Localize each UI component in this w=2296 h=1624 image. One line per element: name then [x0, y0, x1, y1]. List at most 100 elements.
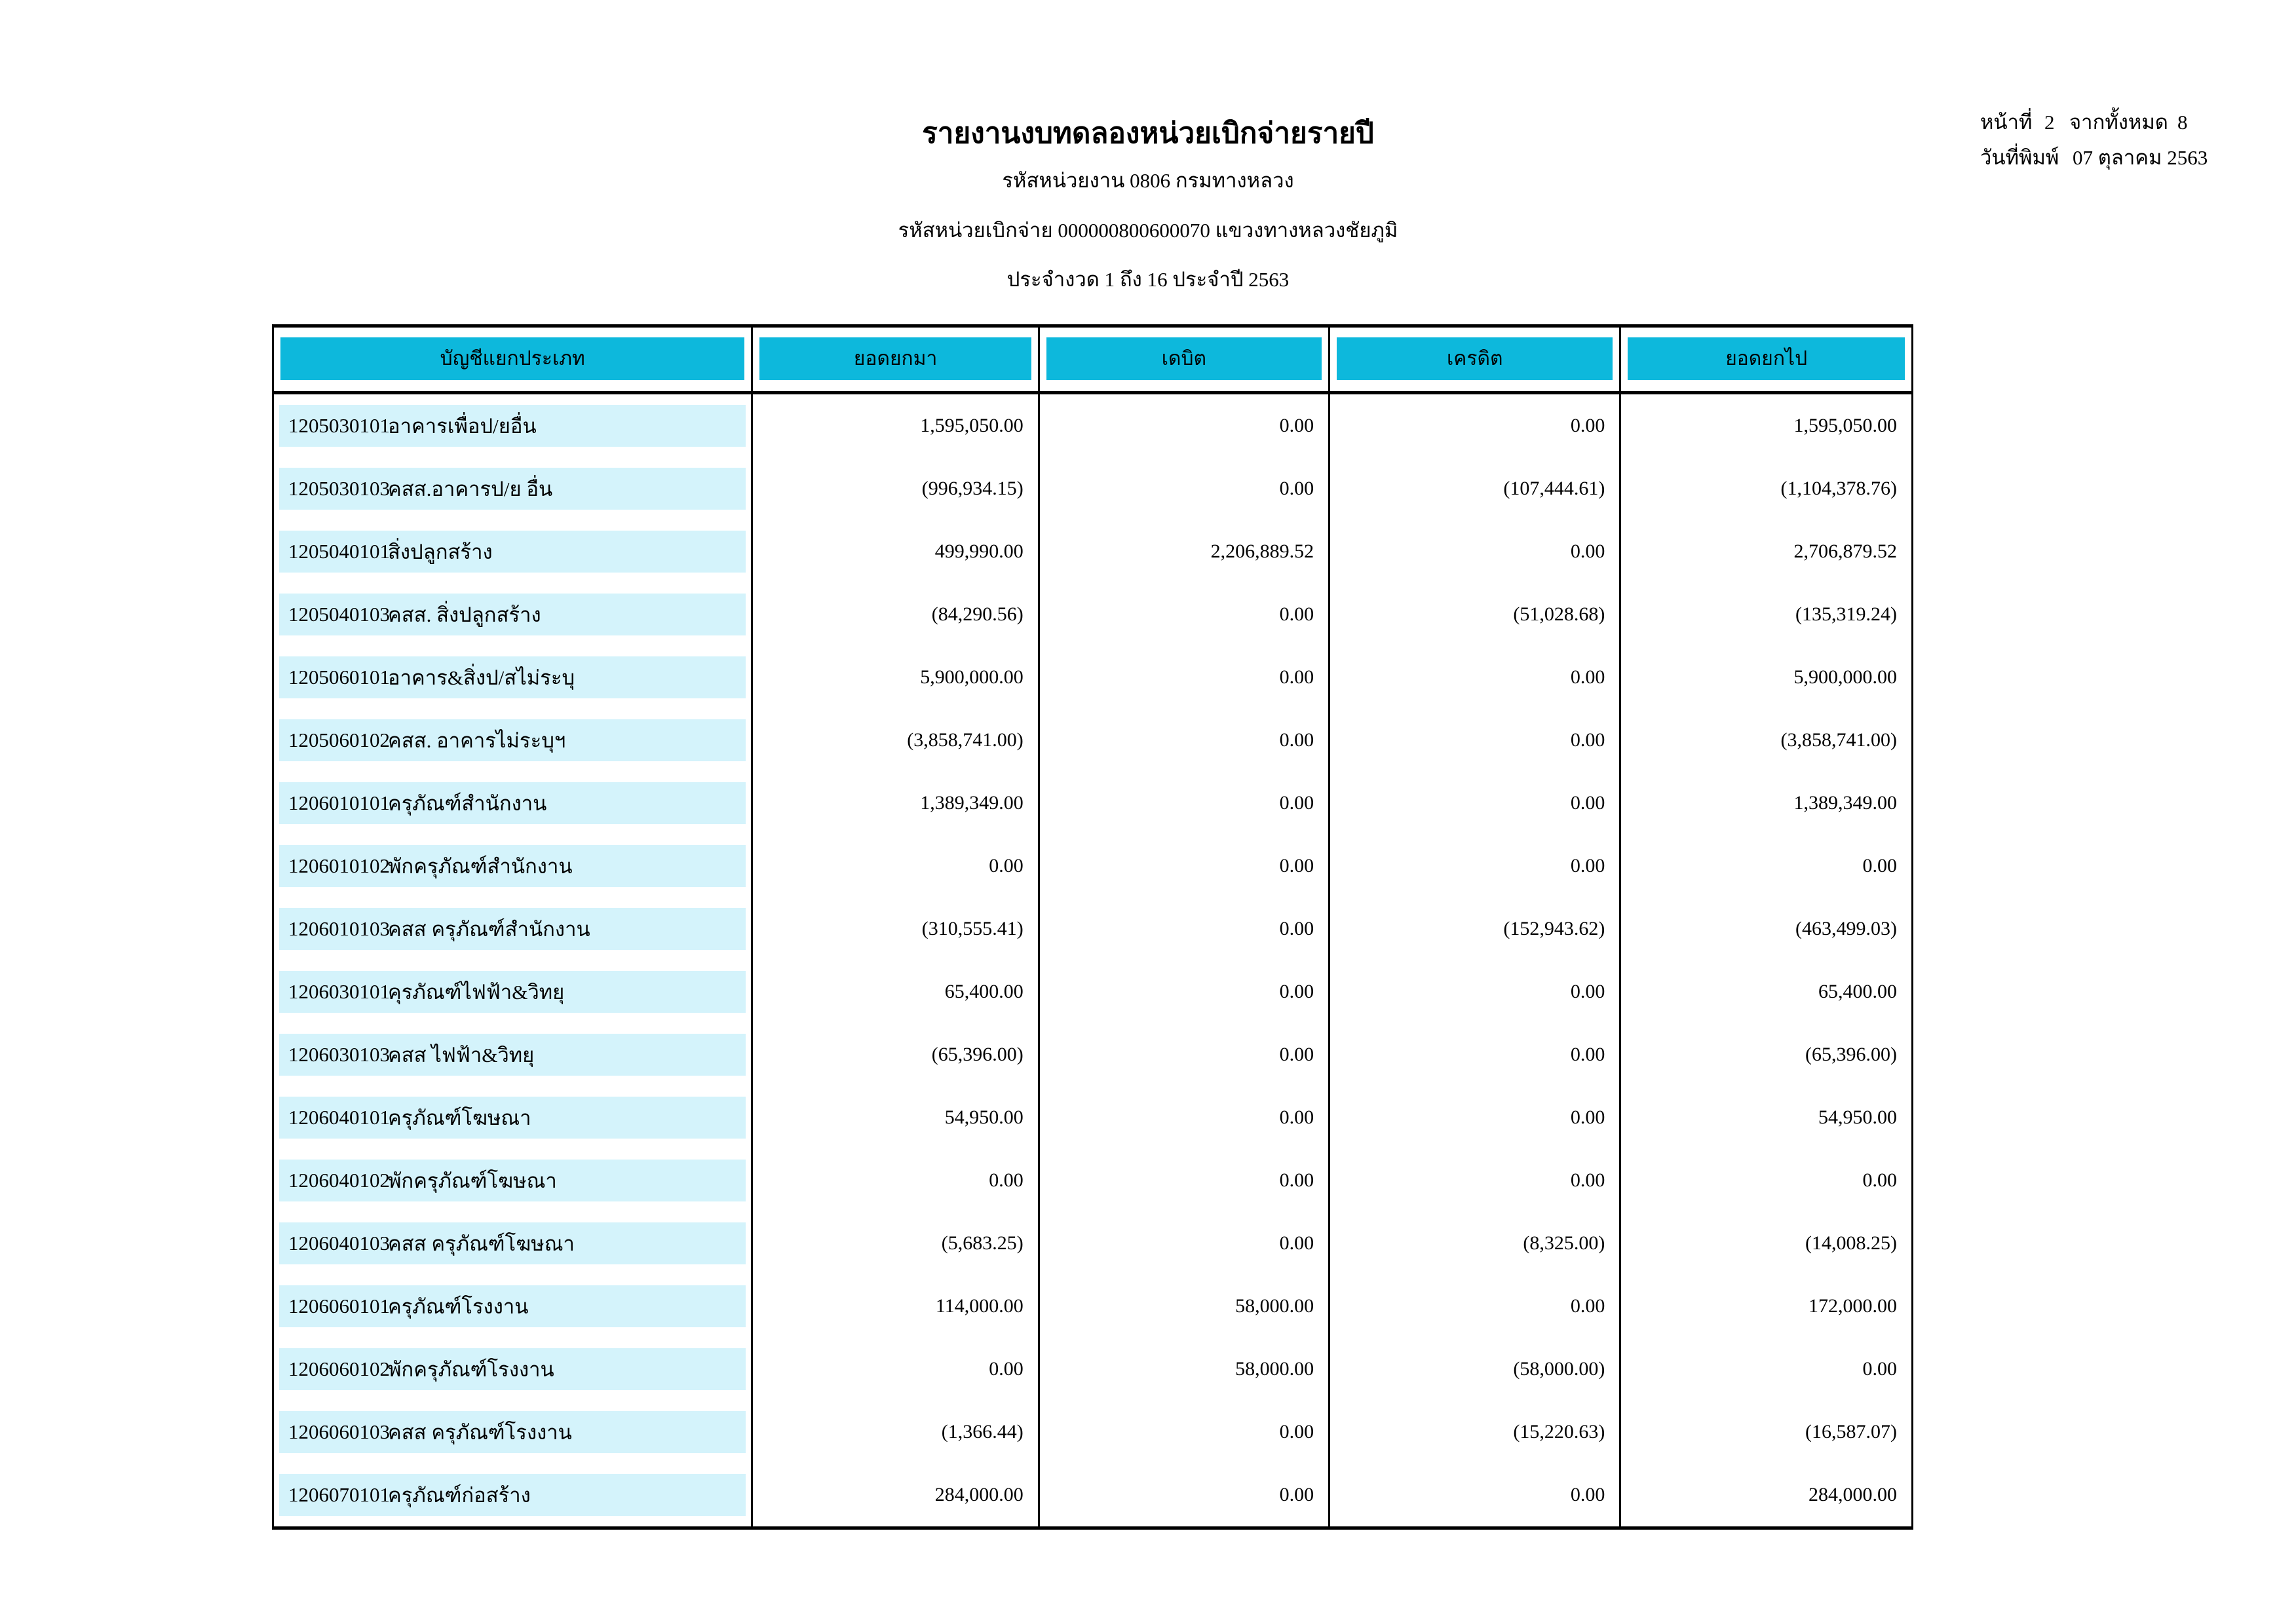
credit-value: (58,000.00) [1513, 1358, 1605, 1380]
credit-value: 0.00 [1570, 1295, 1605, 1317]
closing-balance-cell: 0.00 [1619, 1338, 1911, 1401]
closing-balance-cell: (65,396.00) [1619, 1023, 1911, 1086]
credit-value: (107,444.61) [1503, 478, 1605, 499]
credit-cell: 0.00 [1328, 394, 1619, 457]
account-cell: 1206070101 ครุภัณฑ์ก่อสร้าง [274, 1463, 751, 1526]
trial-balance-table: บัญชีแยกประเภท ยอดยกมา เดบิต เครดิต ยอดย… [272, 324, 1913, 1530]
credit-cell: 0.00 [1328, 709, 1619, 772]
opening-balance-cell: (1,366.44) [751, 1401, 1037, 1463]
opening-balance-cell: (5,683.25) [751, 1212, 1037, 1275]
closing-balance-cell: 0.00 [1619, 835, 1911, 897]
opening-balance-value: 114,000.00 [935, 1295, 1024, 1317]
table-row: 1205060102 คสส. อาคารไม่ระบุฯ (3,858,741… [274, 709, 1911, 772]
credit-value: 0.00 [1570, 855, 1605, 877]
total-pages-value: 8 [2177, 111, 2188, 134]
opening-balance-cell: 0.00 [751, 1149, 1037, 1212]
opening-balance-cell: 284,000.00 [751, 1463, 1037, 1526]
account-name: คสส. อาคารไม่ระบุฯ [388, 729, 566, 752]
debit-cell: 0.00 [1037, 457, 1328, 520]
credit-cell: 0.00 [1328, 1275, 1619, 1338]
debit-value: 0.00 [1279, 729, 1314, 751]
table-row: 1206040103 คสส ครุภัณฑ์โฆษณา (5,683.25) … [274, 1212, 1911, 1275]
opening-balance-value: 65,400.00 [944, 981, 1024, 1002]
print-date-line: วันที่พิมพ์ 07 ตุลาคม 2563 [1980, 140, 2208, 176]
account-cell: 1205040101 สิ่งปลูกสร้าง [274, 520, 751, 583]
debit-value: 0.00 [1279, 478, 1314, 499]
debit-cell: 0.00 [1037, 1212, 1328, 1275]
account-name: คสส. สิ่งปลูกสร้าง [388, 603, 541, 626]
credit-value: (51,028.68) [1513, 603, 1605, 625]
credit-value: 0.00 [1570, 1106, 1605, 1128]
column-header-opening-balance: ยอดยกมา [759, 337, 1031, 380]
closing-balance-value: 172,000.00 [1808, 1295, 1897, 1317]
account-band: 1206060103 คสส ครุภัณฑ์โรงงาน [279, 1411, 746, 1453]
account-cell: 1205040103 คสส. สิ่งปลูกสร้าง [274, 583, 751, 646]
table-row: 1206010103 คสส ครุภัณฑ์สำนักงาน (310,555… [274, 897, 1911, 960]
debit-value: 0.00 [1279, 666, 1314, 688]
credit-cell: 0.00 [1328, 960, 1619, 1023]
credit-cell: 0.00 [1328, 772, 1619, 835]
closing-balance-cell: 5,900,000.00 [1619, 646, 1911, 709]
account-band: 1206030103 คสส ไฟฟ้า&วิทยุ [279, 1034, 746, 1076]
account-code: 1206040103 [288, 1232, 390, 1255]
debit-cell: 0.00 [1037, 1086, 1328, 1149]
account-code: 1206060102 [288, 1357, 390, 1380]
credit-cell: (8,325.00) [1328, 1212, 1619, 1275]
account-code: 1206010103 [288, 917, 390, 940]
debit-value: 0.00 [1279, 1106, 1314, 1128]
closing-balance-cell: (1,104,378.76) [1619, 457, 1911, 520]
credit-cell: 0.00 [1328, 1463, 1619, 1526]
account-cell: 1206040101 ครุภัณฑ์โฆษณา [274, 1086, 751, 1149]
account-band: 1206040101 ครุภัณฑ์โฆษณา [279, 1097, 746, 1139]
account-name: คสส.อาคารป/ย อื่น [388, 478, 553, 500]
account-band: 1206060101 ครุภัณฑ์โรงงาน [279, 1285, 746, 1327]
debit-value: 58,000.00 [1235, 1358, 1314, 1380]
opening-balance-cell: (996,934.15) [751, 457, 1037, 520]
opening-balance-cell: 114,000.00 [751, 1275, 1037, 1338]
table-row: 1205060101 อาคาร&สิ่งป/สไม่ระบุ 5,900,00… [274, 646, 1911, 709]
closing-balance-cell: (135,319.24) [1619, 583, 1911, 646]
account-code: 1206030101 [288, 980, 390, 1003]
closing-balance-value: 1,389,349.00 [1793, 792, 1897, 814]
closing-balance-value: 0.00 [1862, 855, 1897, 877]
opening-balance-value: 284,000.00 [934, 1484, 1024, 1505]
debit-cell: 2,206,889.52 [1037, 520, 1328, 583]
debit-value: 0.00 [1279, 1169, 1314, 1191]
credit-value: 0.00 [1570, 540, 1605, 562]
credit-value: 0.00 [1570, 1484, 1605, 1505]
opening-balance-value: 499,990.00 [934, 540, 1024, 562]
opening-balance-cell: (65,396.00) [751, 1023, 1037, 1086]
account-name: สิ่งปลูกสร้าง [388, 540, 493, 563]
column-header-credit: เครดิต [1337, 337, 1613, 380]
account-name: พักครุภัณฑ์โรงงาน [388, 1358, 554, 1381]
account-cell: 1206060102 พักครุภัณฑ์โรงงาน [274, 1338, 751, 1401]
debit-value: 0.00 [1279, 1421, 1314, 1443]
account-code: 1205040101 [288, 540, 390, 563]
opening-balance-cell: 1,389,349.00 [751, 772, 1037, 835]
opening-balance-cell: 1,595,050.00 [751, 394, 1037, 457]
closing-balance-value: (463,499.03) [1795, 918, 1897, 939]
closing-balance-value: 284,000.00 [1808, 1484, 1897, 1505]
opening-balance-value: (1,366.44) [941, 1421, 1024, 1443]
opening-balance-cell: 65,400.00 [751, 960, 1037, 1023]
account-code: 1206060103 [288, 1420, 390, 1443]
credit-value: 0.00 [1570, 1169, 1605, 1191]
period-line: ประจำงวด 1 ถึง 16 ประจำปี 2563 [1006, 268, 1290, 291]
credit-cell: (152,943.62) [1328, 897, 1619, 960]
closing-balance-cell: (3,858,741.00) [1619, 709, 1911, 772]
account-code: 1206030103 [288, 1043, 390, 1066]
opening-balance-value: 0.00 [989, 1358, 1024, 1380]
account-cell: 1206060103 คสส ครุภัณฑ์โรงงาน [274, 1401, 751, 1463]
opening-balance-value: 0.00 [989, 855, 1024, 877]
account-cell: 1206030101 คุรภัณฑ์ไฟฟ้า&วิทยุ [274, 960, 751, 1023]
debit-cell: 0.00 [1037, 394, 1328, 457]
account-band: 1206070101 ครุภัณฑ์ก่อสร้าง [279, 1474, 746, 1516]
account-name: ครุภัณฑ์ก่อสร้าง [388, 1484, 531, 1507]
account-band: 1205060101 อาคาร&สิ่งป/สไม่ระบุ [279, 656, 746, 698]
closing-balance-cell: 65,400.00 [1619, 960, 1911, 1023]
debit-cell: 0.00 [1037, 835, 1328, 897]
account-name: อาคาร&สิ่งป/สไม่ระบุ [388, 666, 575, 689]
opening-balance-cell: 499,990.00 [751, 520, 1037, 583]
debit-cell: 0.00 [1037, 646, 1328, 709]
